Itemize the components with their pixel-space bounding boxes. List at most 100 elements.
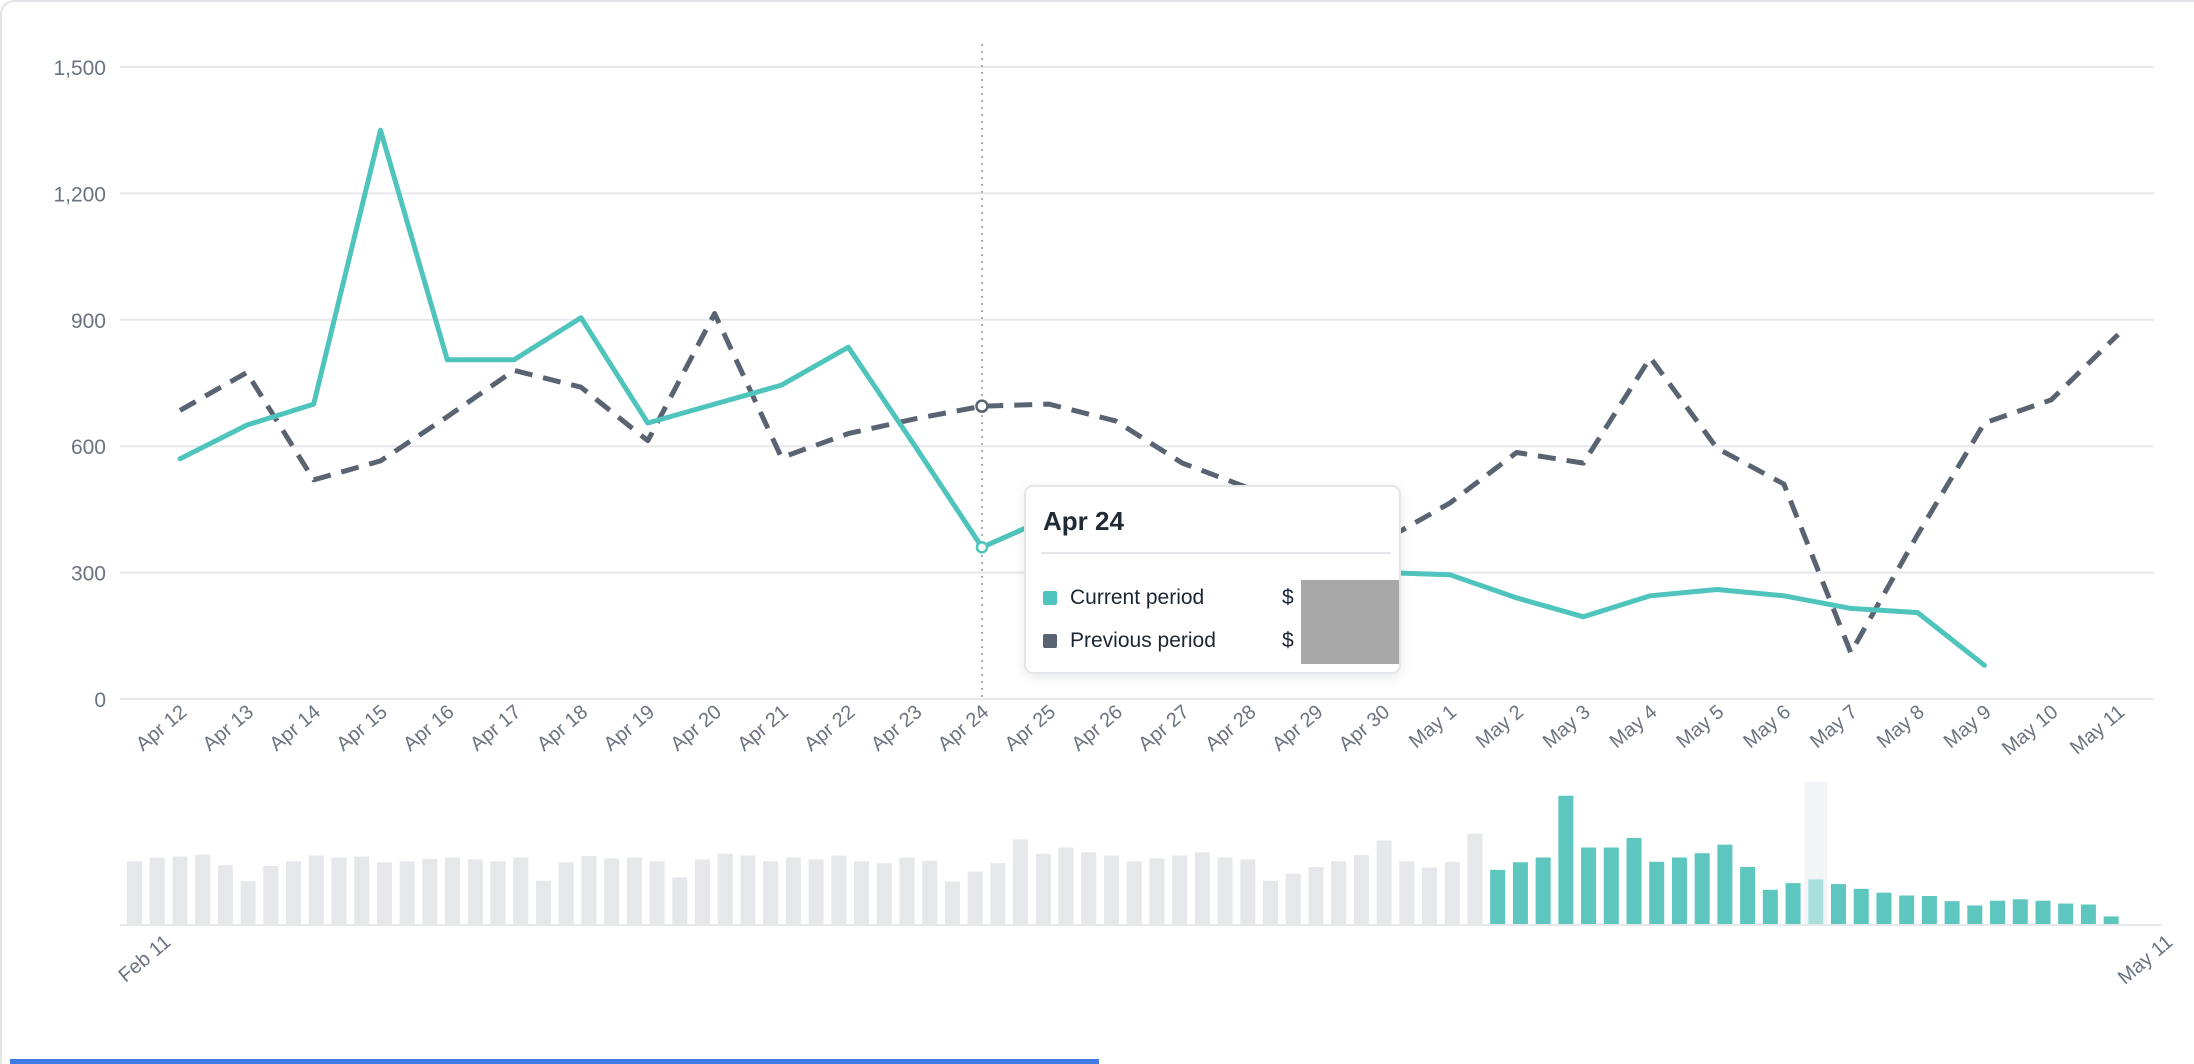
minimap-bar-unselected[interactable] <box>1081 852 1097 924</box>
minimap-bar-selected[interactable] <box>1535 857 1551 925</box>
minimap-bar-unselected[interactable] <box>513 857 529 925</box>
minimap-bar-unselected[interactable] <box>1376 840 1392 924</box>
minimap-bar-unselected[interactable] <box>967 871 983 924</box>
minimap-bar-selected[interactable] <box>1581 847 1597 924</box>
minimap-bar-selected[interactable] <box>1876 892 1892 924</box>
minimap-bar-unselected[interactable] <box>808 859 824 924</box>
minimap-bar-unselected[interactable] <box>149 857 165 925</box>
minimap-bar-unselected[interactable] <box>1422 867 1438 924</box>
minimap-bar-unselected[interactable] <box>127 861 142 924</box>
minimap-bar-unselected[interactable] <box>376 862 392 924</box>
minimap-bar-selected[interactable] <box>1853 888 1869 924</box>
minimap-bar-unselected[interactable] <box>649 861 665 924</box>
minimap-bar-selected[interactable] <box>1944 901 1960 924</box>
minimap-bar-unselected[interactable] <box>1172 855 1188 924</box>
minimap-bar-unselected[interactable] <box>1035 853 1051 924</box>
minimap-bar-unselected[interactable] <box>1263 880 1278 924</box>
minimap-bar-selected[interactable] <box>1603 847 1619 924</box>
minimap-bar-selected[interactable] <box>1512 862 1528 924</box>
minimap-bar-unselected[interactable] <box>467 859 483 924</box>
minimap-bar-selected[interactable] <box>1785 883 1801 924</box>
minimap-bar-highlighted[interactable] <box>1808 879 1824 924</box>
minimap-bar-selected[interactable] <box>2035 900 2051 924</box>
minimap-bar-selected[interactable] <box>1717 844 1733 924</box>
minimap-bar-unselected[interactable] <box>717 853 733 924</box>
minimap-bar-unselected[interactable] <box>286 861 302 924</box>
minimap-bar-unselected[interactable] <box>695 859 710 924</box>
minimap-bar-unselected[interactable] <box>263 866 279 924</box>
minimap-bar-selected[interactable] <box>1921 895 1937 924</box>
minimap-bar-unselected[interactable] <box>763 861 779 924</box>
minimap-bar-unselected[interactable] <box>308 855 324 924</box>
minimap-bar-unselected[interactable] <box>1058 847 1074 924</box>
x-axis-label: Apr 14 <box>266 701 325 756</box>
x-axis-label: Apr 23 <box>867 701 926 756</box>
minimap-bar-unselected[interactable] <box>1467 833 1483 924</box>
minimap-bar-unselected[interactable] <box>990 863 1006 924</box>
minimap-bar-unselected[interactable] <box>1353 855 1369 924</box>
minimap-bar-selected[interactable] <box>2080 904 2096 924</box>
minimap-bar-unselected[interactable] <box>1103 855 1119 924</box>
minimap-bar-selected[interactable] <box>1967 905 1983 924</box>
minimap-bar-selected[interactable] <box>1762 889 1778 924</box>
minimap-bar-selected[interactable] <box>2058 903 2074 924</box>
minimap-bar-selected[interactable] <box>1740 867 1756 924</box>
minimap-bar-unselected[interactable] <box>854 861 870 924</box>
minimap-bar-unselected[interactable] <box>626 857 642 925</box>
minimap-bar-unselected[interactable] <box>740 855 756 924</box>
minimap-bar-unselected[interactable] <box>217 865 233 924</box>
minimap-bar-selected[interactable] <box>1694 853 1710 924</box>
minimap-bar-unselected[interactable] <box>490 861 506 924</box>
minimap-bar-selected[interactable] <box>1626 838 1642 924</box>
minimap-bar-unselected[interactable] <box>422 858 438 924</box>
minimap-bar-unselected[interactable] <box>944 881 960 924</box>
minimap-bar-unselected[interactable] <box>1126 861 1142 924</box>
minimap-bar-selected[interactable] <box>1649 861 1665 924</box>
minimap-bar-unselected[interactable] <box>672 877 688 924</box>
minimap-bar-unselected[interactable] <box>922 860 938 924</box>
previous-period-line <box>178 311 2120 656</box>
minimap-bar-selected[interactable] <box>1558 795 1574 924</box>
current-period-hover-marker <box>975 541 989 554</box>
minimap-bar-unselected[interactable] <box>1399 861 1415 924</box>
minimap-bar-unselected[interactable] <box>1149 858 1165 924</box>
x-axis-label: Apr 27 <box>1134 701 1193 756</box>
minimap-bar-unselected[interactable] <box>558 862 574 924</box>
minimap-bar-unselected[interactable] <box>604 858 620 924</box>
minimap-bar-unselected[interactable] <box>581 856 597 924</box>
minimap-bar-selected[interactable] <box>2012 899 2028 924</box>
minimap-bar-unselected[interactable] <box>399 861 415 924</box>
minimap-bar-unselected[interactable] <box>240 881 256 924</box>
minimap-bar-unselected[interactable] <box>445 857 461 925</box>
minimap-bar-selected[interactable] <box>1990 900 2006 924</box>
minimap-bar-unselected[interactable] <box>785 857 801 925</box>
x-axis-label: May 6 <box>1739 701 1795 753</box>
minimap-bar-unselected[interactable] <box>331 857 347 925</box>
x-axis-label: May 11 <box>2066 701 2129 759</box>
minimap-bar-unselected[interactable] <box>1308 867 1324 924</box>
tooltip-row-current: Current period $ <box>1043 583 1294 613</box>
minimap-bar-selected[interactable] <box>2103 916 2119 924</box>
minimap-bar-unselected[interactable] <box>354 856 370 924</box>
minimap-bar-selected[interactable] <box>1899 895 1915 925</box>
x-axis-label: May 4 <box>1606 701 1662 753</box>
minimap-bar-unselected[interactable] <box>876 863 892 924</box>
minimap-bar-unselected[interactable] <box>831 855 847 924</box>
minimap-bar-unselected[interactable] <box>1240 859 1256 924</box>
minimap-bar-unselected[interactable] <box>899 857 915 925</box>
minimap-bar-selected[interactable] <box>1671 857 1687 925</box>
minimap-bar-selected[interactable] <box>1490 869 1506 924</box>
minimap-bar-unselected[interactable] <box>1285 873 1301 924</box>
minimap-bar-unselected[interactable] <box>195 854 211 924</box>
minimap-bar-unselected[interactable] <box>1013 839 1029 924</box>
minimap-bar-unselected[interactable] <box>1194 852 1210 924</box>
minimap-bar-unselected[interactable] <box>1217 857 1233 925</box>
minimap-bar-unselected[interactable] <box>1444 861 1460 924</box>
minimap-bar-selected[interactable] <box>1831 884 1846 924</box>
minimap-bar-unselected[interactable] <box>1331 861 1347 924</box>
y-axis-label: 300 <box>71 563 106 586</box>
y-axis-label: 1,200 <box>53 183 106 206</box>
minimap-bar-unselected[interactable] <box>172 856 188 924</box>
minimap-bar-unselected[interactable] <box>535 880 551 924</box>
